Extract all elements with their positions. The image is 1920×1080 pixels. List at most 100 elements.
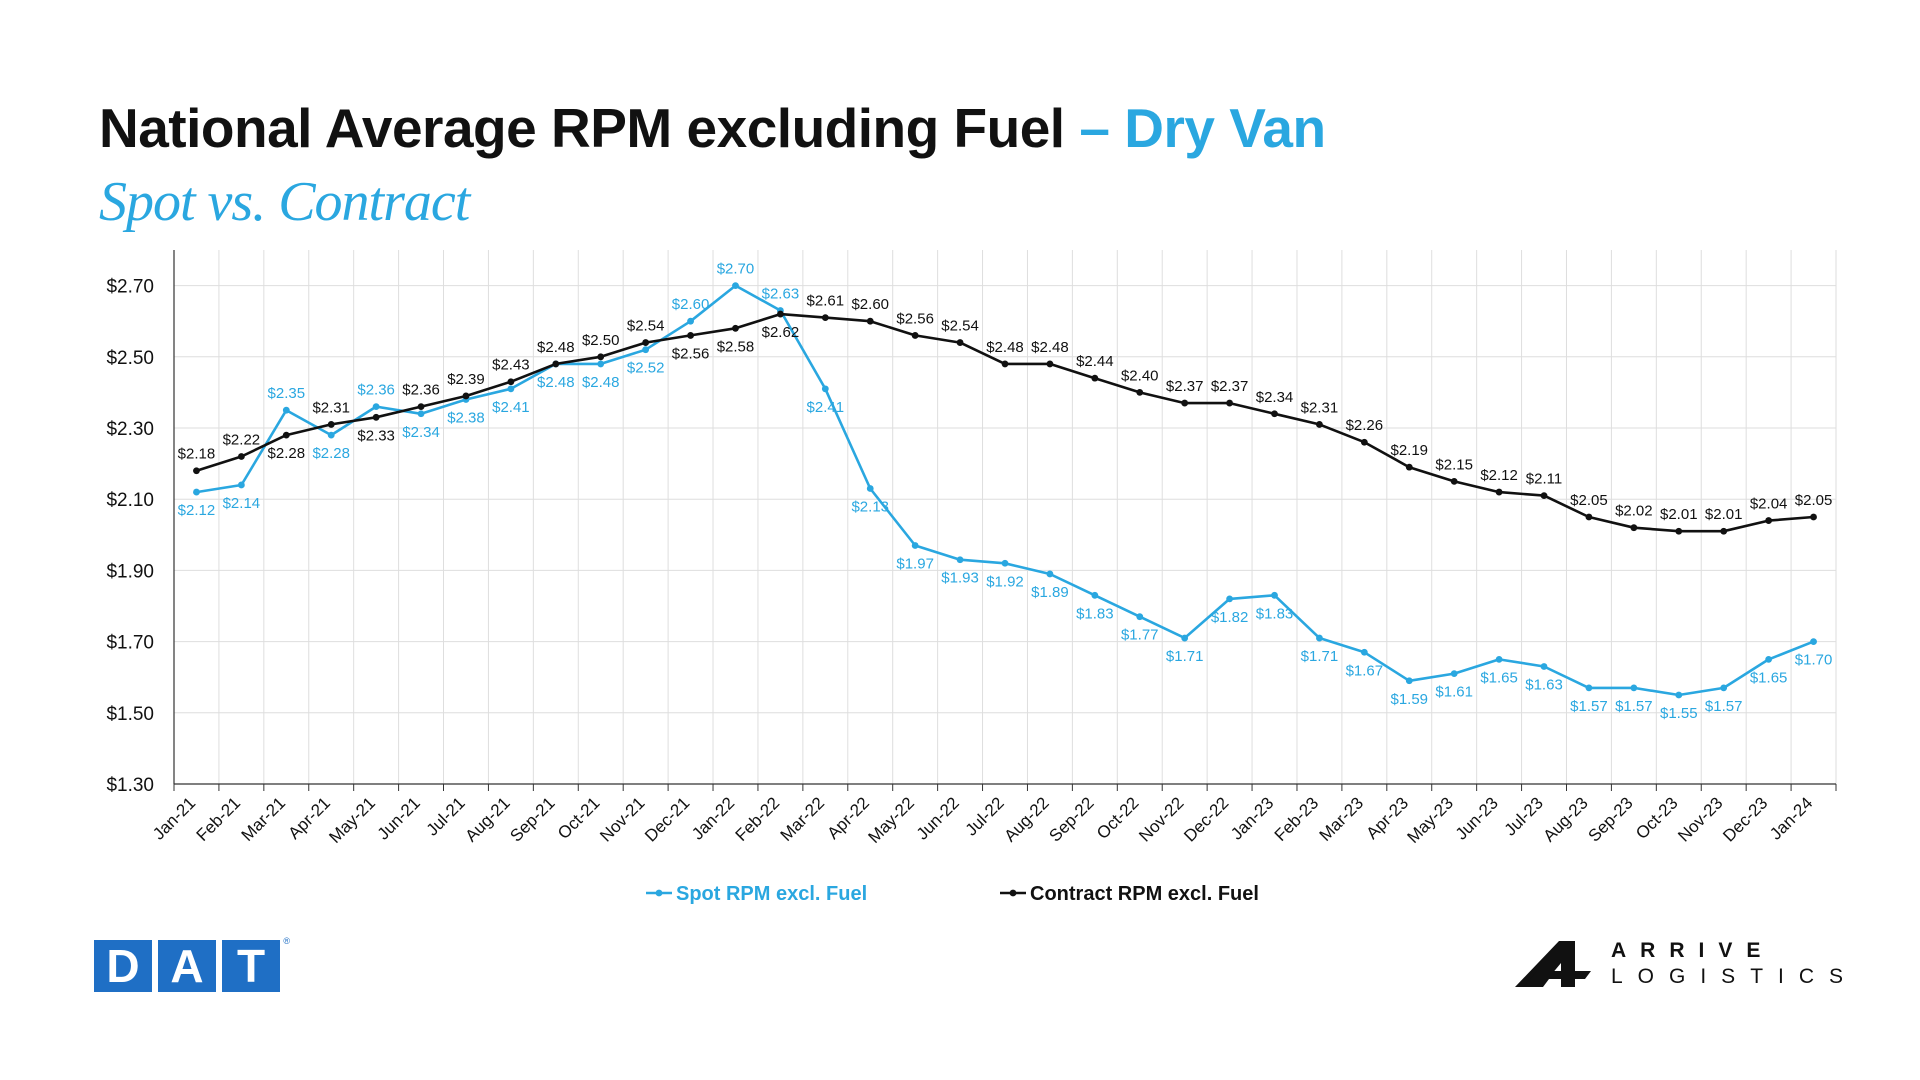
contract-data-label: $2.36 <box>402 382 440 399</box>
contract-data-label: $2.31 <box>1301 399 1339 416</box>
contract-data-point <box>1360 438 1368 446</box>
x-tick-label: Nov-22 <box>1135 793 1187 845</box>
contract-data-label: $2.12 <box>1480 467 1518 484</box>
spot-data-point <box>642 346 650 354</box>
spot-data-label: $1.61 <box>1435 684 1473 701</box>
contract-data-label: $2.19 <box>1390 442 1428 459</box>
spot-data-label: $2.38 <box>447 410 485 427</box>
y-tick-label: $2.10 <box>106 490 154 511</box>
spot-data-label: $1.57 <box>1705 698 1743 715</box>
spot-data-label: $1.63 <box>1525 677 1563 694</box>
x-tick-label: May-23 <box>1403 793 1457 847</box>
spot-data-point <box>1271 591 1278 599</box>
spot-data-label: $1.65 <box>1480 669 1518 686</box>
contract-data-label: $2.02 <box>1615 503 1653 520</box>
x-tick-label: May-21 <box>325 793 379 847</box>
x-tick-label: Mar-22 <box>777 793 829 845</box>
spot-data-label: $2.12 <box>178 502 216 519</box>
dat-logo-letter-d: D <box>94 940 152 992</box>
spot-data-point <box>1495 656 1503 663</box>
x-tick-label: Mar-21 <box>238 793 290 845</box>
spot-data-label: $1.59 <box>1390 691 1428 708</box>
contract-data-point <box>777 310 784 318</box>
legend-contract-marker <box>1009 889 1017 897</box>
contract-data-label: $2.33 <box>357 427 395 444</box>
spot-data-label: $1.57 <box>1570 698 1608 715</box>
dat-logo: D A T ® <box>94 936 290 992</box>
contract-data-point <box>1316 421 1323 428</box>
dat-logo-letter-t: T <box>222 940 280 992</box>
contract-data-point <box>1001 360 1009 368</box>
spot-data-point <box>1136 613 1144 621</box>
contract-data-label: $2.43 <box>492 357 530 374</box>
spot-data-label: $2.34 <box>402 424 440 441</box>
x-tick-label: Sep-23 <box>1584 793 1636 845</box>
contract-data-point <box>1226 399 1233 407</box>
contract-data-label: $2.54 <box>627 318 665 335</box>
spot-data-point <box>1091 591 1099 599</box>
y-tick-label: $1.50 <box>106 704 154 725</box>
contract-data-point <box>1675 527 1683 535</box>
legend-spot-marker <box>655 889 663 897</box>
spot-data-label: $2.41 <box>807 399 845 416</box>
contract-data-label: $2.15 <box>1435 456 1473 473</box>
contract-data-label: $2.01 <box>1705 506 1743 523</box>
contract-data-point <box>1136 389 1144 396</box>
contract-data-label: $2.58 <box>717 338 755 355</box>
contract-data-point <box>1450 478 1458 485</box>
legend-spot-label: Spot RPM excl. Fuel <box>676 883 867 905</box>
spot-data-point <box>372 403 380 411</box>
contract-data-point <box>866 317 874 325</box>
spot-data-label: $1.83 <box>1256 605 1294 622</box>
contract-data-point <box>327 421 335 428</box>
arrive-logistics-mark-icon <box>1515 941 1591 987</box>
contract-data-point <box>237 453 245 460</box>
contract-data-point <box>1046 360 1054 368</box>
contract-data-label: $2.40 <box>1121 367 1159 384</box>
spot-data-label: $1.77 <box>1121 627 1159 644</box>
spot-data-point <box>1360 648 1368 656</box>
contract-data-label: $2.04 <box>1750 496 1788 513</box>
x-tick-label: Sep-21 <box>506 793 558 845</box>
contract-data-point <box>1181 399 1189 407</box>
x-tick-label: Aug-23 <box>1540 793 1592 845</box>
contract-data-label: $2.56 <box>672 345 710 362</box>
spot-data-point <box>1405 677 1413 685</box>
contract-data-point <box>687 332 694 339</box>
contract-data-point <box>1720 527 1728 535</box>
arrive-logo-line1: ARRIVE <box>1611 939 1775 962</box>
contract-data-label: $2.37 <box>1211 378 1249 395</box>
spot-data-label: $1.89 <box>1031 584 1069 601</box>
contract-data-point <box>911 332 919 339</box>
spot-data-point <box>821 385 829 393</box>
x-tick-label: Oct-23 <box>1632 793 1682 843</box>
x-tick-label: Jun-21 <box>374 793 424 843</box>
spot-data-point <box>1540 663 1548 670</box>
contract-data-label: $2.50 <box>582 332 620 349</box>
contract-data-point <box>956 339 964 346</box>
x-tick-label: Jan-22 <box>688 793 738 843</box>
chart-title-accent: – Dry Van <box>1079 97 1326 159</box>
x-tick-label: Oct-22 <box>1093 793 1143 843</box>
contract-data-point <box>462 392 470 400</box>
contract-data-label: $2.22 <box>223 431 261 448</box>
spot-data-point <box>866 485 874 492</box>
y-tick-label: $1.90 <box>106 561 154 582</box>
contract-data-label: $2.44 <box>1076 353 1114 370</box>
y-tick-label: $1.70 <box>106 633 154 654</box>
spot-data-label: $2.48 <box>582 374 620 391</box>
dat-registered-mark: ® <box>283 936 290 946</box>
x-tick-label: Aug-21 <box>462 793 514 845</box>
x-tick-label: Mar-23 <box>1316 793 1368 845</box>
spot-data-point <box>1181 634 1189 642</box>
spot-data-point <box>1675 691 1683 699</box>
spot-data-point <box>417 410 425 418</box>
spot-data-label: $2.35 <box>268 385 306 402</box>
x-tick-label: Jun-23 <box>1452 793 1502 843</box>
contract-data-label: $2.37 <box>1166 378 1204 395</box>
spot-data-label: $1.71 <box>1301 648 1339 665</box>
spot-data-label: $1.92 <box>986 573 1024 590</box>
contract-data-label: $2.56 <box>896 310 934 327</box>
spot-data-point <box>1001 559 1009 567</box>
spot-data-point <box>1046 570 1054 578</box>
